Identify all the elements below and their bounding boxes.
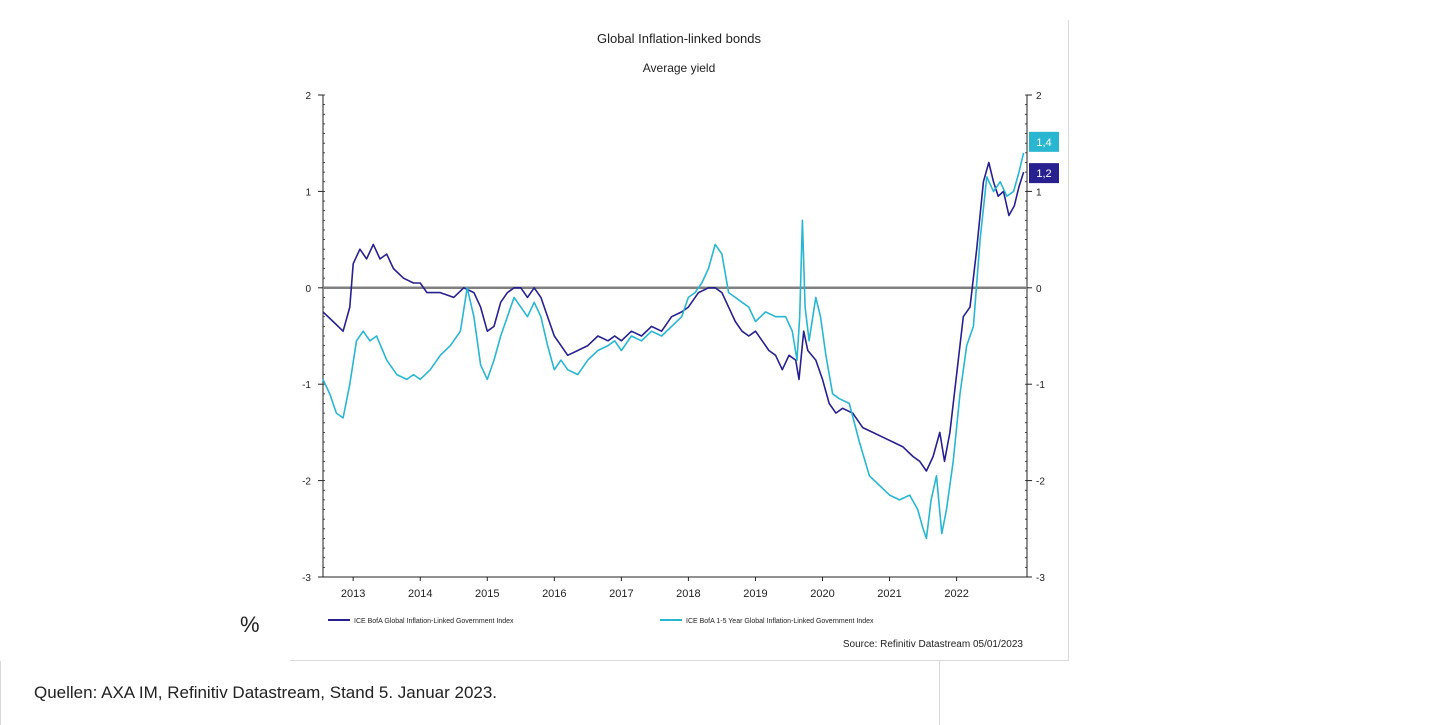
x-tick-label: 2017 [609, 588, 633, 600]
x-tick-label: 2014 [408, 588, 432, 600]
y-tick-label-right: -3 [1036, 573, 1045, 584]
end-value-badge [1029, 131, 1059, 152]
end-value-label: 1,2 [1036, 168, 1051, 180]
y-tick-label-right: -2 [1036, 477, 1045, 488]
y-tick-label-left: 1 [305, 187, 311, 198]
chart-subtitle: Average yield [643, 61, 716, 75]
legend-label: ICE BofA Global Inflation-Linked Governm… [354, 618, 514, 625]
y-tick-label-left: 2 [305, 91, 311, 102]
chart-panel: Global Inflation-linked bonds Average yie… [290, 20, 1069, 661]
x-tick-label: 2021 [877, 588, 901, 600]
y-tick-label-left: -3 [302, 573, 311, 584]
x-tick-label: 2020 [810, 588, 834, 600]
x-tick-label: 2019 [743, 588, 767, 600]
legend-label: ICE BofA 1-5 Year Global Inflation-Linke… [686, 618, 874, 625]
percent-unit-label: % [240, 612, 260, 637]
y-tick-label-right: 0 [1036, 284, 1042, 295]
series-line-1-5-year-index [322, 152, 1025, 540]
y-tick-label-right: 1 [1036, 187, 1042, 198]
x-tick-label: 2016 [542, 588, 566, 600]
x-tick-label: 2022 [944, 588, 968, 600]
source-footer: Quellen: AXA IM, Refinitiv Datastream, S… [0, 661, 940, 725]
y-tick-label-left: 0 [305, 284, 311, 295]
chart-title: Global Inflation-linked bonds [597, 31, 762, 46]
end-value-badge [1029, 163, 1059, 184]
series-line-global-index [322, 161, 1025, 472]
footer-source-text: Quellen: AXA IM, Refinitiv Datastream, S… [34, 683, 498, 702]
chart-source: Source: Refinitiv Datastream 05/01/2023 [843, 639, 1024, 650]
end-value-label: 1,4 [1036, 137, 1051, 149]
chart-svg: Global Inflation-linked bonds Average yie… [302, 31, 1059, 650]
y-tick-label-right: -1 [1036, 380, 1045, 391]
y-tick-label-left: -2 [302, 477, 311, 488]
x-tick-label: 2018 [676, 588, 700, 600]
x-tick-label: 2013 [341, 588, 365, 600]
x-tick-label: 2015 [475, 588, 499, 600]
y-tick-label-right: 2 [1036, 91, 1042, 102]
y-tick-label-left: -1 [302, 380, 311, 391]
